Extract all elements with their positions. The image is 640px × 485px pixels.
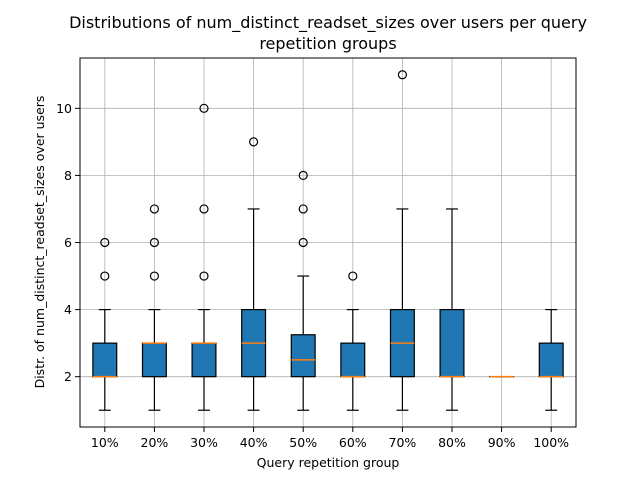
chart-title-line-2: repetition groups [259,34,396,53]
x-tick-label: 50% [289,435,317,450]
x-axis-label: Query repetition group [257,455,400,470]
y-axis-label: Distr. of num_distinct_readset_sizes ove… [32,96,47,389]
y-tick-label: 4 [64,302,72,317]
box-iqr [341,343,365,377]
x-tick-label: 40% [240,435,268,450]
y-tick-label: 8 [64,168,72,183]
box-iqr [539,343,563,377]
y-tick-label: 2 [64,369,72,384]
x-tick-label: 70% [389,435,417,450]
y-tick-label: 6 [64,235,72,250]
x-tick-label: 30% [190,435,218,450]
y-tick-label: 10 [56,101,72,116]
x-tick-label: 90% [488,435,516,450]
box-iqr [291,335,315,377]
box-iqr [192,343,216,377]
x-tick-label: 10% [91,435,119,450]
x-tick-label: 20% [141,435,169,450]
x-tick-label: 100% [533,435,569,450]
x-tick-label: 80% [438,435,466,450]
x-tick-label: 60% [339,435,367,450]
box-iqr [142,343,166,377]
chart-title-line-1: Distributions of num_distinct_readset_si… [69,13,587,33]
box-iqr [93,343,117,377]
box-iqr [440,310,464,377]
